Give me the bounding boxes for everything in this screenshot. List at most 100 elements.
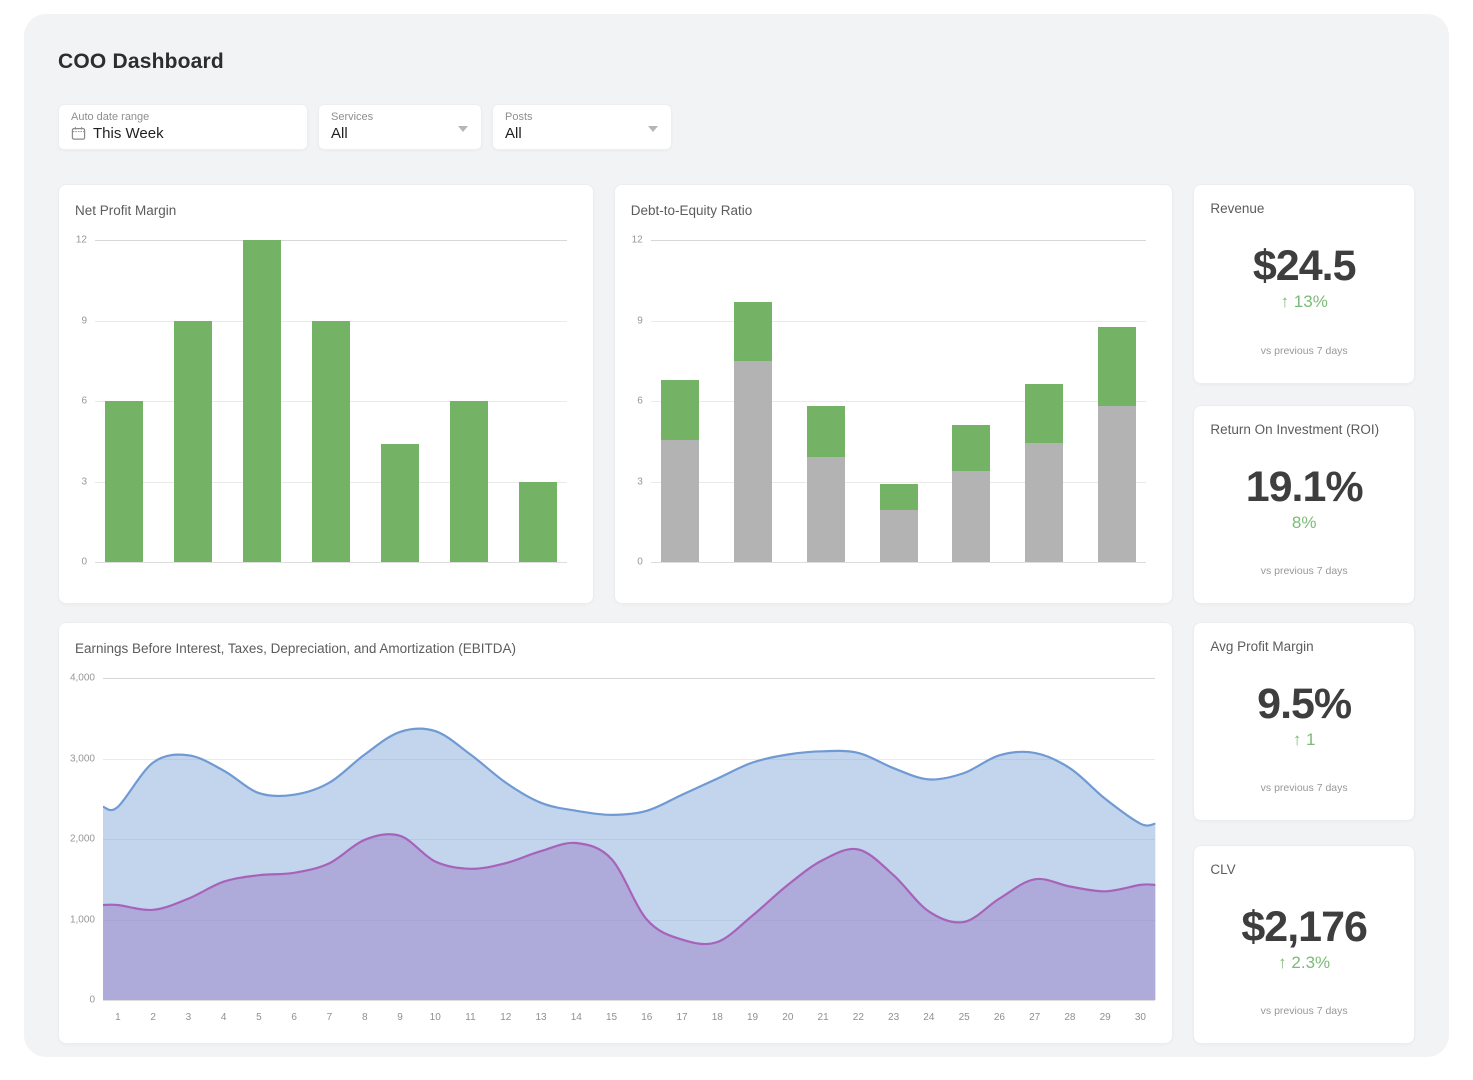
x-axis-tick-label: 21 xyxy=(817,1012,829,1023)
x-axis-tick-label: 16 xyxy=(641,1012,653,1023)
date-range-value: This Week xyxy=(93,125,164,142)
kpi-column: Revenue $24.5 ↑ 13% vs previous 7 days R… xyxy=(1193,184,1416,604)
area-chart-svg xyxy=(102,727,1156,1000)
x-axis-tick-label: 9 xyxy=(397,1012,403,1023)
x-axis-tick-label: 5 xyxy=(256,1012,262,1023)
plot-area xyxy=(95,240,567,563)
x-axis-labels: 1 2 3 4 5 6 7 8 9 10 11 12 13 14 15 16 17 18 19 20 21 22 23 24 2… xyxy=(103,1000,1155,1030)
kpi-value: 9.5% xyxy=(1257,679,1352,728)
y-axis-tick-label: 9 xyxy=(81,315,87,326)
y-axis-tick-label: 12 xyxy=(631,234,643,246)
chart-title: Net Profit Margin xyxy=(75,203,177,218)
bar xyxy=(311,320,350,562)
bars xyxy=(105,240,557,562)
gridline xyxy=(103,678,1156,679)
stacked-bar xyxy=(1098,327,1137,562)
y-axis-tick-label: 6 xyxy=(81,395,87,407)
chevron-down-icon xyxy=(458,126,468,132)
kpi-note: vs previous 7 days xyxy=(1260,782,1348,794)
y-axis-tick-label: 3 xyxy=(637,476,643,487)
stacked-bar xyxy=(806,406,845,562)
bar xyxy=(380,443,419,562)
x-axis-tick-label: 17 xyxy=(676,1012,688,1023)
x-axis-tick-label: 14 xyxy=(570,1012,582,1023)
gridline xyxy=(103,1000,1156,1001)
plot-area xyxy=(650,240,1147,563)
x-axis-tick-label: 19 xyxy=(747,1012,759,1023)
x-axis-tick-label: 11 xyxy=(465,1012,476,1023)
y-axis-tick-label: 3 xyxy=(81,476,87,487)
x-axis-tick-label: 24 xyxy=(923,1012,935,1023)
net-profit-margin-card: Net Profit Margin 0 3 6 9 12 xyxy=(58,184,594,604)
bar-segment-top xyxy=(952,425,991,471)
chevron-down-icon xyxy=(648,126,658,132)
plot-area xyxy=(102,678,1156,1001)
bar xyxy=(518,481,557,562)
kpi-delta: ↑ 1 xyxy=(1292,730,1316,750)
gridline xyxy=(95,240,567,241)
stacked-bar xyxy=(1025,383,1064,562)
y-axis: 0 1,000 2,000 3,000 4,000 xyxy=(59,673,103,1006)
dashboard-panel: COO Dashboard Auto date range This Week … xyxy=(24,14,1449,1057)
kpi-delta: ↑ 2.3% xyxy=(1278,953,1331,973)
x-axis-tick-label: 1 xyxy=(115,1012,121,1023)
stacked-bar xyxy=(952,425,991,562)
y-axis: 0 3 6 9 12 xyxy=(59,235,95,568)
y-axis-tick-label: 0 xyxy=(637,556,643,568)
bars xyxy=(660,240,1137,562)
kpi-note: vs previous 7 days xyxy=(1260,1005,1348,1017)
x-axis-tick-label: 20 xyxy=(782,1012,794,1023)
net-profit-margin-chart: 0 3 6 9 12 xyxy=(59,235,593,568)
filter-bar: Auto date range This Week Services All P… xyxy=(58,104,1415,150)
x-axis-tick-label: 27 xyxy=(1029,1012,1041,1023)
x-axis-tick-label: 4 xyxy=(220,1012,227,1023)
gridline xyxy=(650,320,1147,322)
bar-segment-top xyxy=(1025,383,1064,443)
bar xyxy=(105,401,143,562)
y-axis-tick-label: 0 xyxy=(89,994,95,1006)
bar-segment-base xyxy=(879,509,918,562)
stacked-bar xyxy=(733,301,772,562)
clv-card: CLV $2,176 ↑ 2.3% vs previous 7 days xyxy=(1193,845,1415,1044)
x-axis-tick-label: 10 xyxy=(429,1012,441,1023)
x-axis-tick-label: 15 xyxy=(605,1012,618,1023)
bar xyxy=(449,401,488,562)
gridline xyxy=(95,562,567,563)
x-axis-tick-label: 3 xyxy=(185,1012,192,1023)
posts-label: Posts xyxy=(505,111,533,123)
gridline xyxy=(103,758,1156,760)
bar-segment-base xyxy=(952,470,991,562)
posts-filter[interactable]: Posts All xyxy=(492,104,672,150)
kpi-title: Return On Investment (ROI) xyxy=(1210,421,1380,437)
kpi-note: vs previous 7 days xyxy=(1260,565,1348,577)
gridline xyxy=(650,401,1147,402)
y-axis-tick-label: 3,000 xyxy=(69,753,95,764)
area-series-blue-line xyxy=(102,727,1156,827)
gridline xyxy=(650,481,1147,483)
y-axis: 0 3 6 9 12 xyxy=(615,235,651,568)
bar-segment-base xyxy=(1098,406,1137,562)
x-axis-tick-label: 28 xyxy=(1064,1012,1076,1023)
kpi-delta: 8% xyxy=(1291,512,1317,532)
x-axis-tick-label: 29 xyxy=(1099,1012,1111,1023)
x-axis-tick-label: 13 xyxy=(535,1012,547,1023)
posts-value: All xyxy=(505,125,522,142)
y-axis-tick-label: 4,000 xyxy=(69,672,95,684)
kpi-value: $2,176 xyxy=(1241,902,1368,951)
gridline xyxy=(103,839,1156,840)
services-label: Services xyxy=(331,111,374,123)
x-axis-tick-label: 18 xyxy=(711,1012,723,1023)
kpi-value: 19.1% xyxy=(1245,462,1364,511)
date-range-filter[interactable]: Auto date range This Week xyxy=(58,104,308,150)
bar-segment-base xyxy=(1025,442,1064,562)
x-axis-tick-label: 22 xyxy=(852,1012,864,1023)
bar xyxy=(173,320,212,562)
kpi-note: vs previous 7 days xyxy=(1260,344,1348,357)
debt-to-equity-chart: 0 3 6 9 12 xyxy=(615,235,1173,568)
gridline xyxy=(650,562,1147,563)
x-axis-tick-label: 8 xyxy=(361,1012,368,1023)
y-axis-tick-label: 12 xyxy=(75,234,87,246)
y-axis-tick-label: 6 xyxy=(637,395,643,407)
x-axis: 1 2 3 4 5 6 7 8 9 10 11 12 13 14 15 16 17 18 19 20 21 22 23 24 2… xyxy=(59,1000,1172,1030)
services-filter[interactable]: Services All xyxy=(318,104,482,150)
